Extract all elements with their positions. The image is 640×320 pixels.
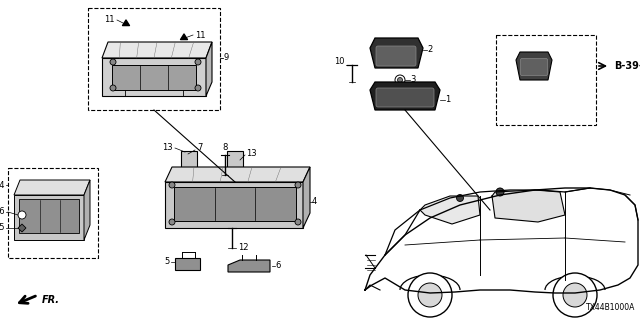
Text: 11: 11 <box>104 15 115 25</box>
Text: 11: 11 <box>195 30 205 39</box>
Text: 15: 15 <box>0 223 5 233</box>
FancyBboxPatch shape <box>376 46 416 66</box>
Text: 10: 10 <box>335 58 345 67</box>
FancyBboxPatch shape <box>19 199 79 233</box>
Polygon shape <box>165 182 303 228</box>
Circle shape <box>553 273 597 317</box>
Bar <box>88 8 220 110</box>
Polygon shape <box>102 58 206 96</box>
Polygon shape <box>18 224 26 232</box>
Polygon shape <box>112 65 196 90</box>
Text: TX44B1000A: TX44B1000A <box>586 303 635 312</box>
Circle shape <box>110 59 116 65</box>
Circle shape <box>195 59 201 65</box>
Circle shape <box>110 85 116 91</box>
Text: 5: 5 <box>164 258 170 267</box>
Text: 13: 13 <box>246 148 257 157</box>
Text: B-39-50: B-39-50 <box>614 61 640 71</box>
Text: 2: 2 <box>427 45 432 54</box>
Polygon shape <box>14 195 84 240</box>
Text: 9: 9 <box>223 53 228 62</box>
Polygon shape <box>370 38 423 68</box>
Circle shape <box>397 77 403 83</box>
Text: 3: 3 <box>410 76 415 84</box>
Text: 12: 12 <box>238 244 248 252</box>
Circle shape <box>496 188 504 196</box>
Polygon shape <box>165 167 310 182</box>
Text: 8: 8 <box>222 143 227 153</box>
Circle shape <box>18 211 26 219</box>
Text: 16: 16 <box>0 207 5 217</box>
FancyBboxPatch shape <box>181 151 197 173</box>
Circle shape <box>418 283 442 307</box>
FancyBboxPatch shape <box>227 151 243 175</box>
Circle shape <box>456 195 463 202</box>
FancyBboxPatch shape <box>376 88 434 107</box>
FancyBboxPatch shape <box>174 187 296 221</box>
Circle shape <box>408 273 452 317</box>
FancyBboxPatch shape <box>520 59 547 76</box>
Polygon shape <box>303 167 310 228</box>
Circle shape <box>563 283 587 307</box>
Polygon shape <box>492 190 565 222</box>
Polygon shape <box>420 196 480 224</box>
Polygon shape <box>516 52 552 80</box>
Polygon shape <box>206 42 212 96</box>
Circle shape <box>295 182 301 188</box>
Circle shape <box>169 182 175 188</box>
FancyArrowPatch shape <box>122 20 129 26</box>
Text: 14: 14 <box>0 180 5 189</box>
Polygon shape <box>370 82 440 110</box>
Text: 1: 1 <box>445 95 451 105</box>
Polygon shape <box>228 260 270 272</box>
Bar <box>8 168 98 258</box>
Circle shape <box>395 75 405 85</box>
Text: 6: 6 <box>275 261 280 270</box>
Circle shape <box>195 85 201 91</box>
Text: FR.: FR. <box>42 295 60 305</box>
Bar <box>496 35 596 125</box>
Text: 4: 4 <box>312 197 317 206</box>
Polygon shape <box>175 258 200 270</box>
FancyArrowPatch shape <box>180 34 188 40</box>
Text: 7: 7 <box>197 143 202 153</box>
Polygon shape <box>84 180 90 240</box>
Text: 13: 13 <box>163 143 173 153</box>
Polygon shape <box>102 42 212 58</box>
Circle shape <box>295 219 301 225</box>
Circle shape <box>169 219 175 225</box>
Polygon shape <box>14 180 90 195</box>
